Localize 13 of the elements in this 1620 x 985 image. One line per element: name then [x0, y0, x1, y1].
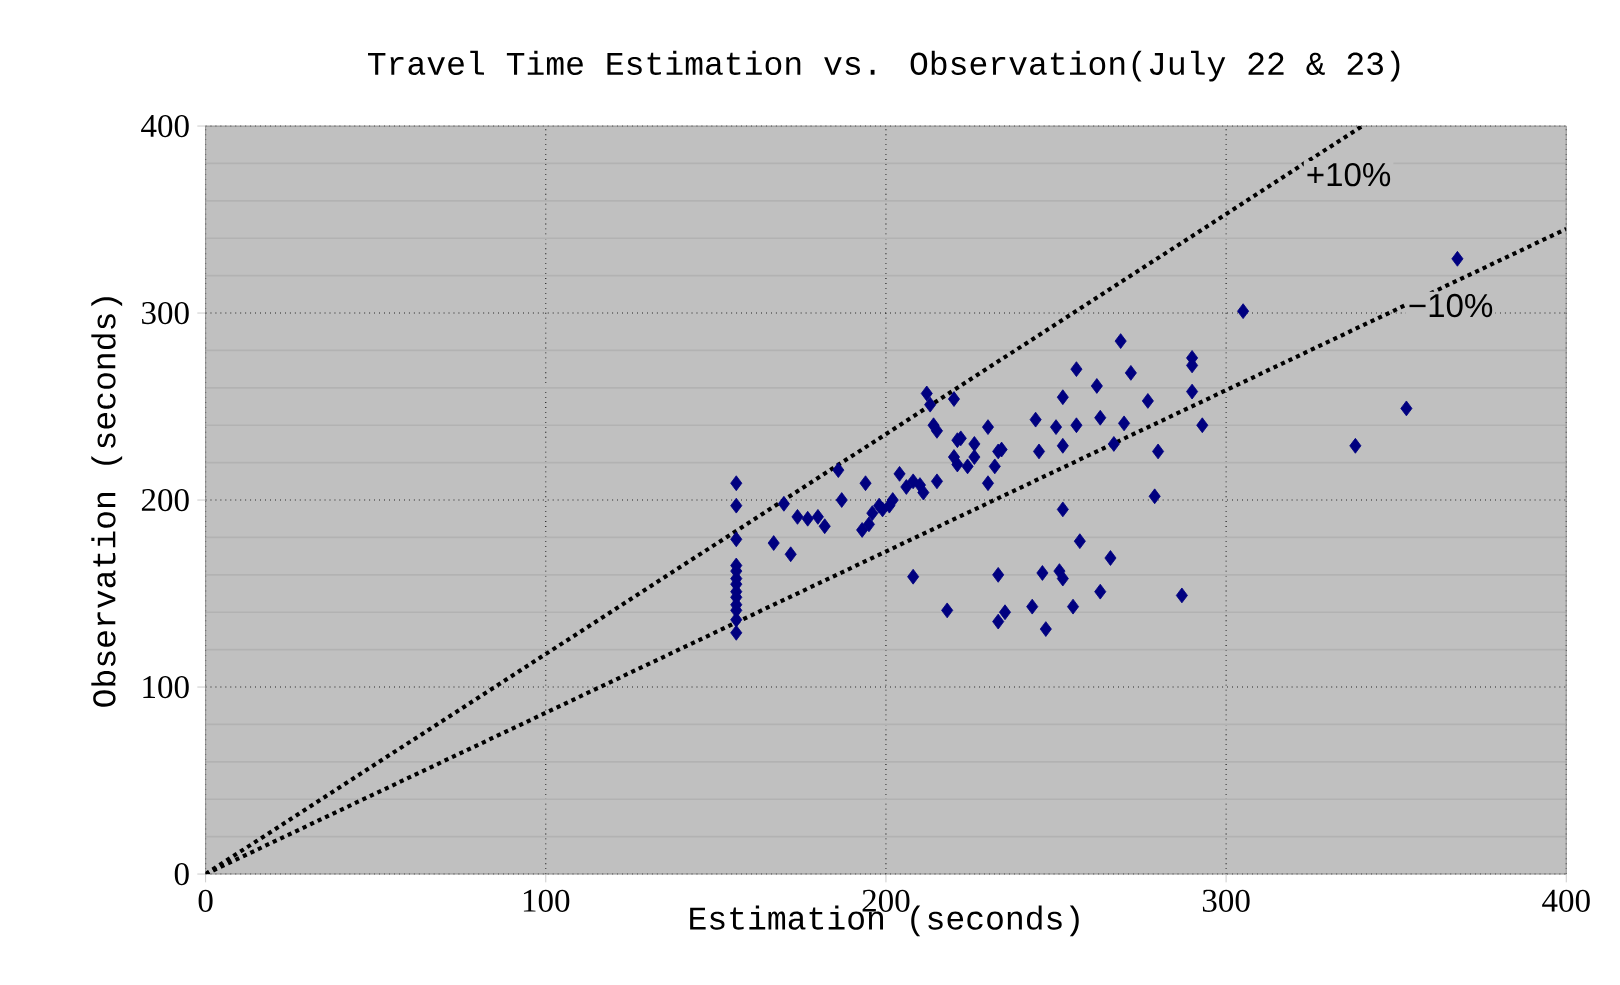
y-tick-label: 400 [141, 115, 189, 138]
annotation: +10% [1307, 163, 1391, 187]
x-tick-label: 400 [1542, 889, 1590, 913]
chart-title: Travel Time Estimation vs. Observation(July 22 & 23) [368, 50, 1400, 82]
y-axis-title: Observation (seconds) [91, 297, 123, 707]
y-tick-label: 300 [142, 302, 189, 325]
x-tick-label: 100 [523, 889, 570, 913]
y-tick-label: 0 [174, 863, 189, 886]
y-tick-label: 200 [141, 489, 189, 512]
x-tick-label: 300 [1202, 889, 1250, 913]
x-tick-label: 0 [198, 889, 213, 913]
y-tick-label: 100 [143, 676, 189, 699]
annotation: −10% [1409, 294, 1493, 318]
